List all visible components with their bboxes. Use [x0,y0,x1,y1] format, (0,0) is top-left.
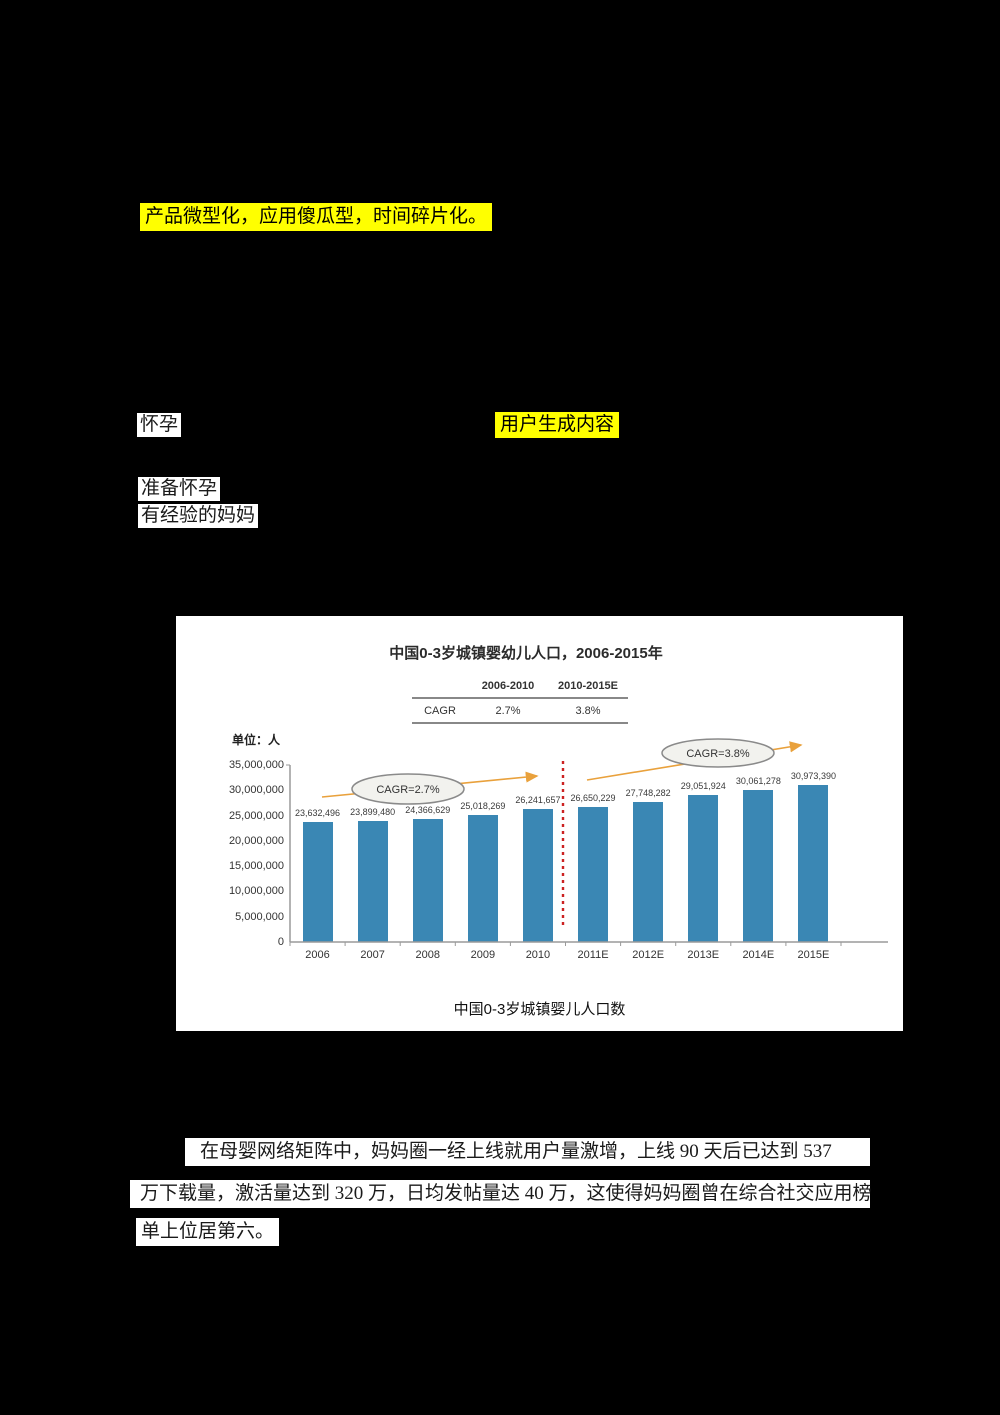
bar-slot: 29,051,924 [676,765,731,942]
bar-slot: 23,899,480 [345,765,400,942]
paragraph-line-1: 在母婴网络矩阵中，妈妈圈一经上线就用户量激增，上线 90 天后已达到 537 [185,1138,870,1166]
y-tick-label: 10,000,000 [228,885,284,898]
x-tick-label: 2010 [525,949,551,961]
cagr-table-data-row: CAGR 2.7% 3.8% [412,699,628,724]
y-tick-label: 15,000,000 [228,860,284,873]
bar [743,790,774,942]
bar-slot: 25,018,269 [455,765,510,942]
bar-slot: 26,241,657 [510,765,565,942]
x-axis-ticks [289,942,842,946]
bar [798,785,829,942]
x-tick-label: 2013E [687,949,720,961]
highlighted-text-product: 产品微型化，应用傻瓜型，时间碎片化。 [140,203,493,231]
bar-value-label: 30,973,390 [790,771,836,781]
x-tick-label: 2008 [415,949,440,961]
label-pregnancy: 怀孕 [137,413,182,437]
bar-value-label: 30,061,278 [735,776,781,786]
bar [688,795,719,942]
bar-slot: 24,366,629 [400,765,455,942]
cagr-col1-header: 2006-2010 [481,679,535,692]
cagr-value-1: 2.7% [495,704,521,717]
bar [633,802,664,942]
chart-title: 中国0-3岁城镇婴幼儿人口，2006-2015年 [389,645,663,662]
bar-value-label: 26,241,657 [515,795,561,805]
label-experienced-mom: 有经验的妈妈 [138,504,259,528]
bar-value-label: 26,650,229 [570,793,616,803]
y-tick-label: 25,000,000 [228,809,284,822]
x-tick-label: 2014E [742,949,775,961]
y-axis-unit-label: 单位：人 [232,733,281,747]
cagr-value-2: 3.8% [575,704,601,717]
y-tick-label: 20,000,000 [228,834,284,847]
x-tick-label: 2007 [360,949,385,961]
cagr-right-ellipse [661,738,775,768]
bar-slot: 23,632,496 [290,765,345,942]
cagr-col2-header: 2010-2015E [558,679,618,692]
cagr-right-annotation: CAGR=3.8% [686,748,749,760]
chart-caption: 中国0-3岁城镇婴儿人口数 [453,1001,626,1018]
bar-slot: 27,748,282 [621,765,676,942]
bar-slot: 30,061,278 [731,765,786,942]
bar [357,821,388,942]
highlighted-text-ugc: 用户生成内容 [495,412,620,438]
cagr-row-label: CAGR [424,704,456,717]
paragraph-line-2: 万下载量，激活量达到 320 万，日均发帖量达 40 万，这使得妈妈圈曾在综合社… [130,1180,872,1208]
y-tick-label: 0 [277,936,284,948]
bar [578,807,609,942]
label-prepare-pregnancy: 准备怀孕 [138,477,221,501]
x-tick-label: 2012E [632,949,665,961]
bar-value-label: 25,018,269 [460,801,506,811]
x-tick-label: 2011E [577,949,609,961]
y-tick-label: 5,000,000 [235,910,284,923]
cagr-table: 2006-2010 2010-2015E CAGR 2.7% 3.8% [412,674,628,724]
cagr-table-header-row: 2006-2010 2010-2015E [412,674,628,699]
x-tick-label: 2015E [797,949,830,961]
x-tick-label: 2009 [470,949,496,961]
bar-slot: 26,650,229 [566,765,621,942]
paragraph-line-3: 单上位居第六。 [136,1218,280,1246]
x-tick-label: 2006 [305,949,330,961]
bar [467,815,498,942]
bar-value-label: 27,748,282 [625,788,671,798]
bar-slot: 30,973,390 [786,765,841,942]
y-tick-label: 35,000,000 [228,759,284,771]
bar-value-label: 23,899,480 [350,807,396,817]
bar-value-label: 29,051,924 [680,781,726,791]
bar-value-label: 24,366,629 [405,805,451,815]
bar [302,822,333,942]
y-tick-label: 30,000,000 [228,784,284,797]
bar-value-label: 23,632,496 [295,808,341,818]
chart-image: 中国0-3岁城镇婴幼儿人口，2006-2015年 2006-2010 2010-… [176,616,903,1031]
bar [522,809,553,942]
bar [412,819,443,942]
